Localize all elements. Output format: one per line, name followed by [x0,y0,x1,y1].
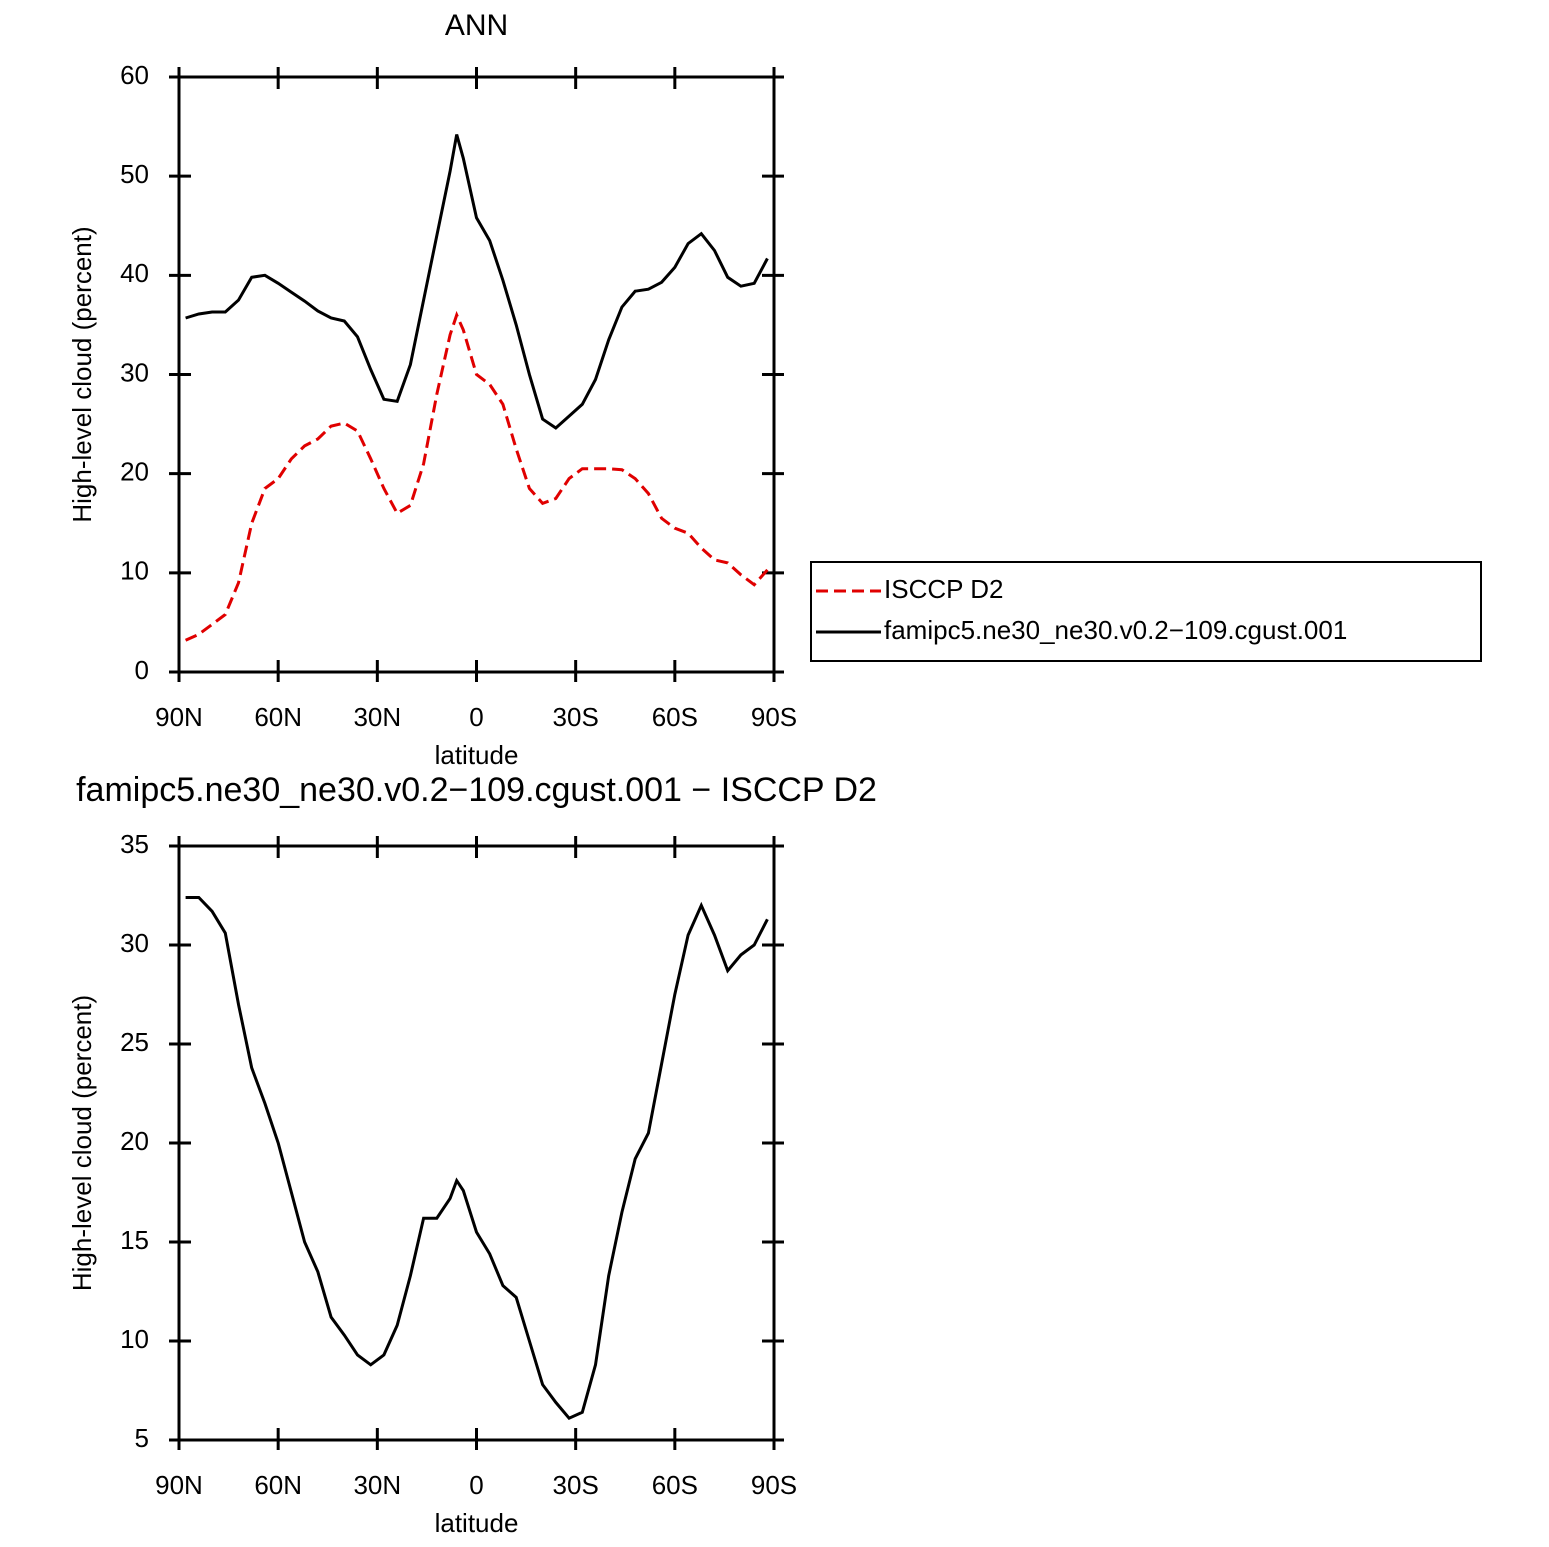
x-axis-label: latitude [435,1508,519,1538]
x-tick-label: 30N [353,1470,401,1500]
x-tick-label: 60N [254,1470,302,1500]
x-tick-label: 30S [553,1470,599,1500]
y-tick-label: 30 [120,357,149,387]
chart-title: famipc5.ne30_ne30.v0.2−109.cgust.001 − I… [76,771,877,809]
y-tick-label: 40 [120,258,149,288]
x-tick-label: 30N [353,702,401,732]
y-tick-label: 10 [120,1324,149,1354]
x-tick-label: 90N [155,1470,203,1500]
y-tick-label: 25 [120,1027,149,1057]
y-tick-label: 50 [120,159,149,189]
plot-frame [177,75,776,674]
data-line [184,310,769,642]
y-tick-label: 10 [120,556,149,586]
x-tick-label: 0 [469,1470,483,1500]
data-line [185,134,769,430]
y-axis-label: High-level cloud (percent) [67,995,97,1291]
x-tick-label: 60N [254,702,302,732]
legend-label: ISCCP D2 [884,574,1003,604]
plot-frame [177,844,776,1442]
x-tick-label: 30S [553,702,599,732]
chart-title: ANN [445,9,508,42]
x-tick-label: 90S [751,1470,797,1500]
y-tick-label: 30 [120,928,149,958]
x-tick-label: 60S [652,702,698,732]
y-tick-label: 20 [120,1126,149,1156]
legend-box [810,561,1482,662]
y-tick-label: 35 [120,829,149,859]
x-tick-label: 0 [469,702,483,732]
x-axis-label: latitude [435,740,519,770]
legend-label: famipc5.ne30_ne30.v0.2−109.cgust.001 [884,615,1347,645]
x-tick-label: 60S [652,1470,698,1500]
y-tick-label: 5 [135,1423,149,1453]
y-tick-label: 0 [135,655,149,685]
y-axis-label: High-level cloud (percent) [67,226,97,522]
y-tick-label: 20 [120,457,149,487]
x-tick-label: 90S [751,702,797,732]
x-tick-label: 90N [155,702,203,732]
y-tick-label: 60 [120,60,149,90]
data-line [185,896,769,1421]
y-tick-label: 15 [120,1225,149,1255]
